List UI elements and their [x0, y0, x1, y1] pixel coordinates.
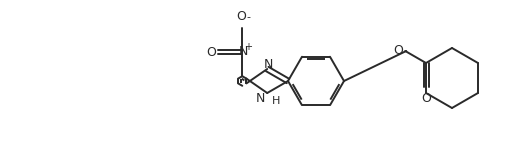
- Text: -: -: [246, 12, 250, 22]
- Text: O: O: [206, 46, 216, 59]
- Text: H: H: [272, 96, 281, 106]
- Text: O: O: [421, 92, 431, 105]
- Text: O: O: [236, 10, 246, 23]
- Text: N: N: [256, 93, 265, 105]
- Text: +: +: [244, 42, 252, 52]
- Text: N: N: [239, 45, 248, 58]
- Text: N: N: [264, 58, 273, 70]
- Text: O: O: [393, 44, 403, 57]
